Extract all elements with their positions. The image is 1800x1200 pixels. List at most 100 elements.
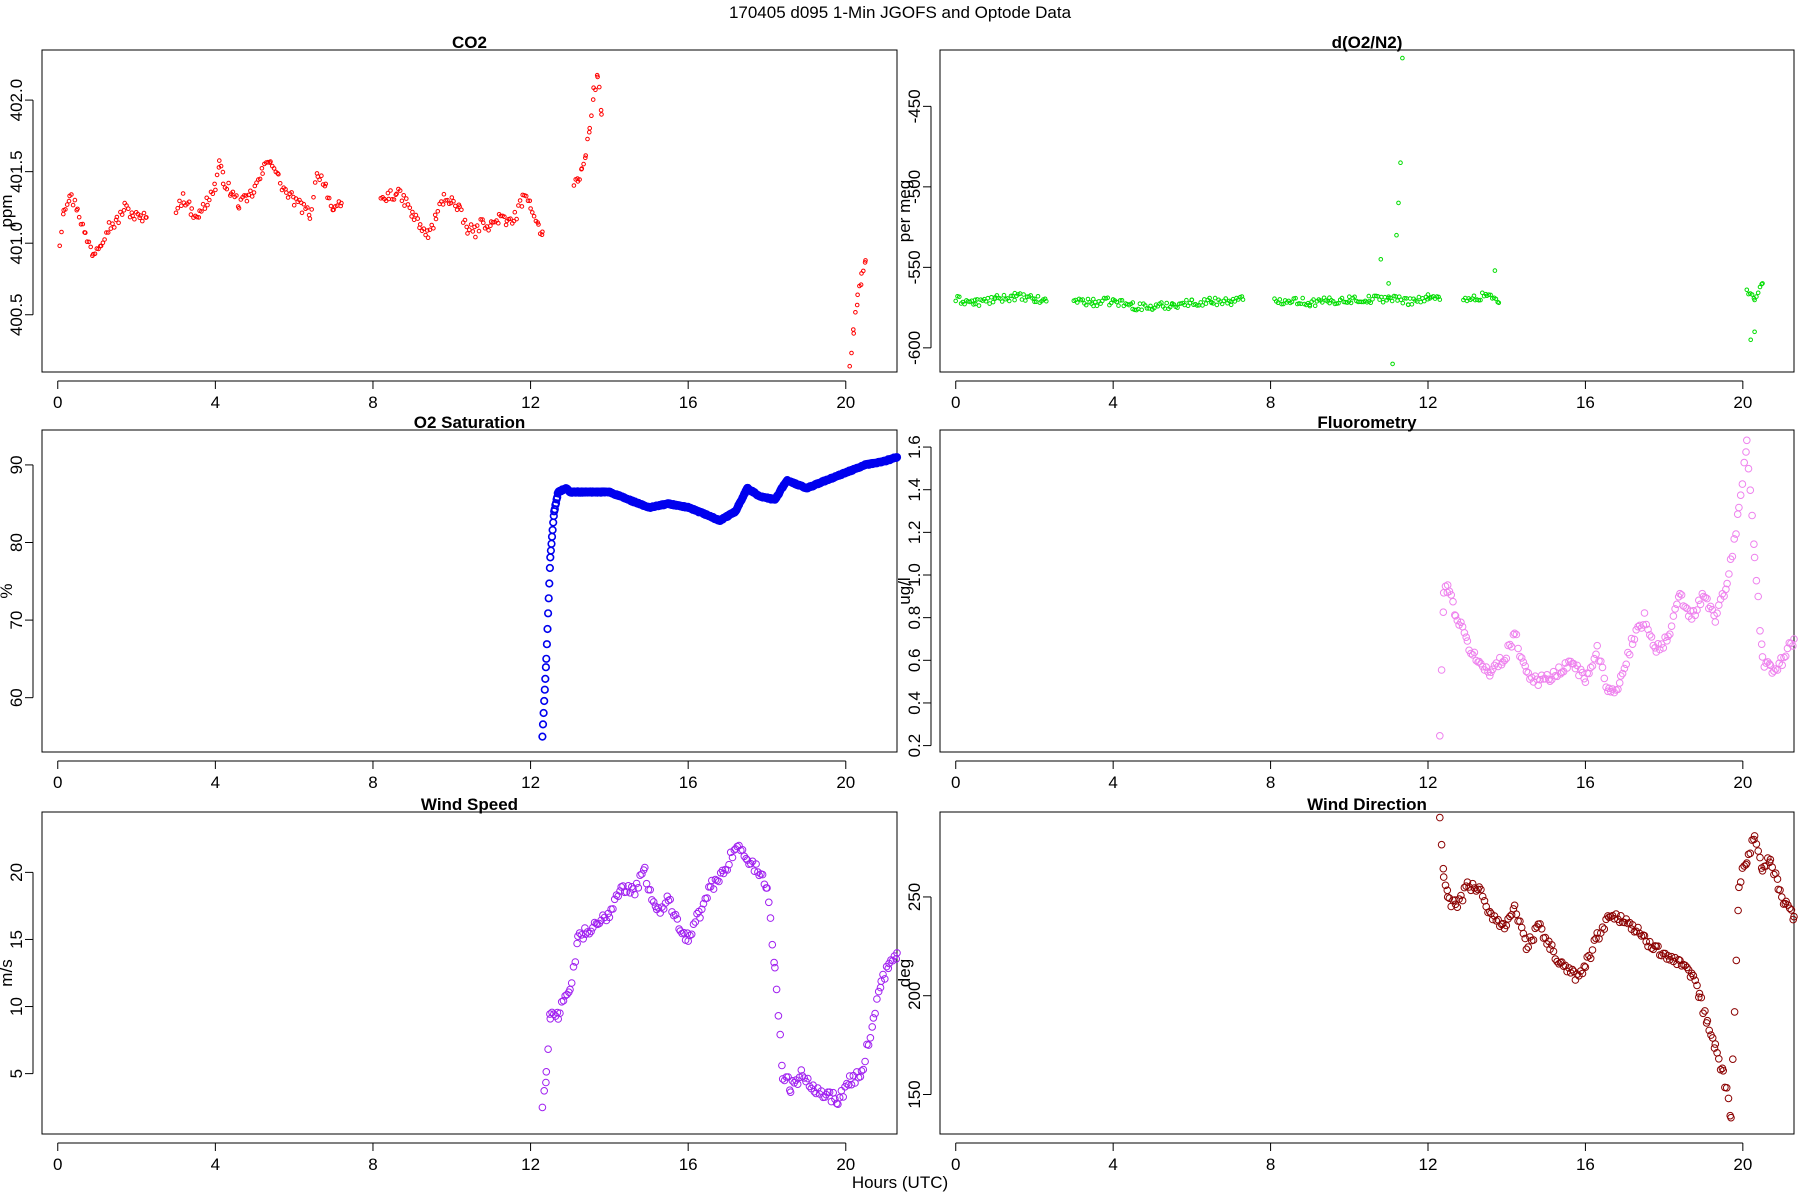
data-point [557,998,566,1006]
data-point [1622,660,1630,669]
x-tick-label: 20 [1733,773,1752,792]
data-point [242,193,247,198]
data-point [856,1072,865,1081]
data-point [804,1074,812,1083]
data-point [1522,667,1531,676]
data-point [1649,641,1658,650]
data-point [1439,608,1448,617]
data-point [1509,630,1518,639]
data-point [1462,633,1470,642]
data-point-outlier [1396,200,1401,206]
data-point [1746,849,1755,858]
data-point [843,1079,851,1088]
data-point [105,230,111,235]
data-point [1730,535,1738,543]
data-point [1291,296,1297,301]
data-point [397,188,403,193]
data-point [590,97,596,102]
x-tick-label: 12 [521,393,540,412]
data-point [1752,840,1761,848]
data-point [770,958,778,967]
data-point [1592,650,1600,659]
data-point [1536,920,1544,928]
data-point [673,915,682,923]
data-point [654,904,663,912]
data-point [1512,630,1521,639]
data-point [778,1061,786,1070]
data-point [1735,883,1743,892]
panel-title: O2 Saturation [414,413,525,432]
data-point [1032,299,1037,305]
data-point [569,963,578,971]
data-point [579,166,585,171]
data-point [1437,297,1443,302]
data-point [1044,298,1049,304]
data-point [425,228,430,233]
data-point [1320,300,1325,305]
data-point [1625,650,1634,659]
data-point [1468,879,1477,888]
data-point [788,1077,797,1085]
data-point [57,243,63,249]
data-point [331,207,336,213]
data-point [1521,934,1529,943]
data-point [1657,640,1666,648]
data-point [173,210,179,216]
data-point [1152,305,1157,311]
data-point [868,1023,877,1031]
data-point [1728,552,1737,561]
data-point [110,221,115,226]
data-point [597,84,602,90]
data-point [1722,1084,1731,1092]
y-axis: 5 10 15 20 [7,863,34,1078]
data-point [1754,592,1762,601]
data-point [837,1086,846,1095]
data-point [312,180,318,185]
data-point [758,870,767,879]
data-point [1634,622,1642,631]
data-point [1537,925,1546,933]
y-axis-label: ppm [0,194,16,227]
data-point [453,203,458,209]
data-point-outlier [1748,337,1753,343]
data-point [1549,667,1558,676]
data-point [1279,301,1284,307]
data-point [83,230,88,235]
data-point [1703,1016,1712,1025]
data-point [1617,672,1625,680]
data-point [1499,919,1507,928]
x-tick-label: 0 [53,393,62,412]
data-point [514,216,519,222]
data-point [1610,915,1619,923]
data-point [473,234,478,240]
data-point [1506,640,1514,649]
data-point [78,222,84,227]
data-point [1108,300,1114,306]
data-point [866,1034,875,1042]
data-point [540,696,549,706]
x-tick-label: 0 [53,773,62,792]
data-point [1790,912,1798,921]
data-point [1720,592,1728,600]
data-point [728,853,737,862]
data-point [638,870,646,878]
data-point [1669,612,1678,620]
data-point [1667,952,1676,961]
data-point [64,202,70,207]
data-point [1486,292,1492,298]
data-point [1476,298,1482,303]
data-point [893,949,901,957]
data-point [589,113,594,118]
data-point [69,192,74,197]
data-point [1075,300,1080,305]
data-point [1517,923,1526,932]
data-point [1729,1055,1737,1063]
data-point [1463,637,1472,645]
data-point [874,987,883,996]
series-points [57,72,868,369]
data-point [1588,662,1597,670]
data-point [1618,669,1627,678]
data-point [1422,298,1427,304]
data-point [1689,971,1698,980]
data-point [207,197,212,203]
